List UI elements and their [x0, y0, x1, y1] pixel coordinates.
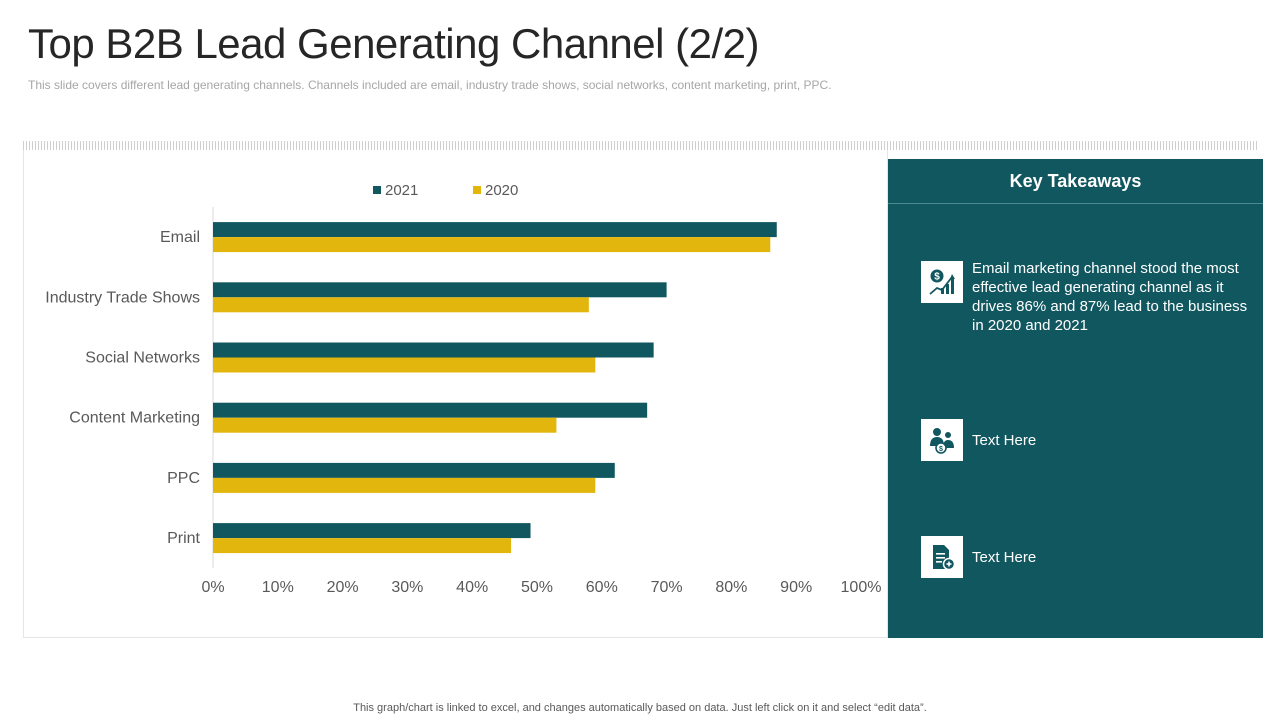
- chart-area[interactable]: Email Industry Trade Shows Social Networks…: [23, 150, 888, 638]
- bar-2020-ppc: [213, 477, 596, 493]
- takeaway-text-2: Text Here: [972, 432, 1037, 449]
- bar-2020-email: [213, 237, 771, 253]
- bar-2020-content-marketing: [213, 417, 557, 433]
- x-tick-label: 70%: [651, 579, 683, 596]
- key-takeaways-title: Key Takeaways: [1009, 171, 1142, 191]
- x-tick-label: 30%: [391, 579, 423, 596]
- x-tick-label: 40%: [456, 579, 488, 596]
- x-tick-label: 80%: [715, 579, 747, 596]
- x-tick-label: 10%: [262, 579, 294, 596]
- legend-label-2021: 2021: [385, 182, 418, 199]
- svg-text:$: $: [934, 272, 940, 283]
- takeaway-text-3: Text Here: [972, 549, 1037, 566]
- bar-2020-social-networks: [213, 357, 596, 373]
- bar-2021-content-marketing: [213, 402, 648, 418]
- footer-note: This graph/chart is linked to excel, and…: [353, 702, 927, 714]
- business-people-icon: $: [921, 419, 963, 461]
- money-growth-icon: $: [921, 261, 963, 303]
- svg-text:$: $: [939, 446, 943, 453]
- category-label: PPC: [167, 470, 200, 487]
- hatched-divider: [23, 141, 1259, 150]
- category-label: Print: [167, 530, 200, 547]
- x-tick-label: 100%: [841, 579, 882, 596]
- bar-chart[interactable]: Email Industry Trade Shows Social Networks…: [24, 150, 889, 638]
- x-tick-label: 90%: [780, 579, 812, 596]
- bar-2021-industry-trade-shows: [213, 282, 667, 298]
- bar-2021-ppc: [213, 462, 615, 478]
- category-label: Content Marketing: [69, 410, 200, 427]
- x-tick-label: 60%: [586, 579, 618, 596]
- page-subtitle: This slide covers different lead generat…: [28, 78, 832, 92]
- category-label: Email: [160, 229, 200, 246]
- takeaway-text-1: Email marketing channel stood the most e…: [972, 260, 1248, 334]
- legend-swatch-2021: [373, 186, 381, 194]
- x-tick-label: 20%: [327, 579, 359, 596]
- panel-divider: [888, 203, 1263, 204]
- category-label: Social Networks: [85, 350, 200, 367]
- category-label: Industry Trade Shows: [45, 289, 200, 306]
- legend-label-2020: 2020: [485, 182, 518, 199]
- bar-2021-social-networks: [213, 342, 654, 358]
- legend-swatch-2020: [473, 186, 481, 194]
- document-add-icon: [921, 536, 963, 578]
- bar-2021-print: [213, 523, 531, 539]
- x-tick-label: 50%: [521, 579, 553, 596]
- bar-2021-email: [213, 222, 777, 238]
- bar-2020-print: [213, 538, 512, 554]
- bar-2020-industry-trade-shows: [213, 297, 589, 313]
- page-title: Top B2B Lead Generating Channel (2/2): [28, 20, 760, 67]
- x-tick-label: 0%: [201, 579, 224, 596]
- key-takeaways-panel: Key Takeaways $ Email marketing channel …: [888, 159, 1263, 638]
